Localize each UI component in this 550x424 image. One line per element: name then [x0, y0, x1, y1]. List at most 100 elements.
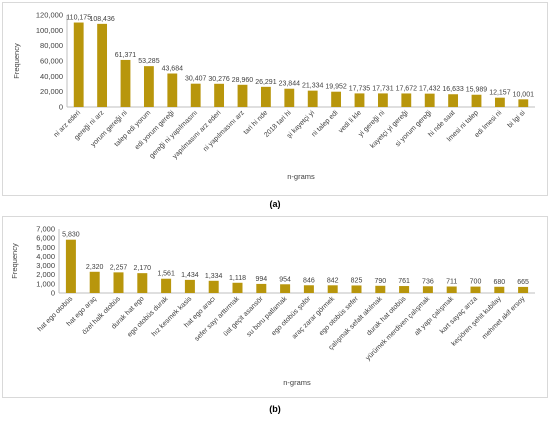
- bar: [494, 97, 505, 107]
- data-label: 15,989: [466, 87, 488, 94]
- y-tick-label: 7,000: [36, 225, 55, 234]
- data-label: 21,334: [302, 83, 324, 90]
- data-label: 10,001: [513, 91, 535, 98]
- bar: [161, 278, 172, 293]
- bar: [494, 286, 505, 293]
- data-label: 17,735: [349, 85, 371, 92]
- bar: [471, 94, 482, 107]
- caption-b: (b): [269, 404, 281, 414]
- data-label: 2,170: [134, 265, 152, 272]
- y-axis-label: Frequency: [12, 43, 21, 79]
- bar: [351, 285, 362, 293]
- bar: [208, 280, 219, 293]
- y-tick-label: 0: [51, 289, 55, 298]
- bar: [424, 93, 435, 107]
- bar: [303, 285, 314, 293]
- x-tick-label: su boru patlamak: [246, 295, 289, 338]
- bar: [331, 91, 342, 107]
- data-label: 1,561: [157, 271, 175, 278]
- bar: [113, 272, 124, 293]
- x-axis-label: n-grams: [287, 172, 315, 181]
- bar: [256, 283, 267, 293]
- data-label: 954: [279, 276, 291, 283]
- bar: [89, 271, 100, 293]
- data-label: 5,830: [62, 232, 80, 239]
- y-tick-label: 80,000: [40, 41, 63, 50]
- bar: [65, 239, 76, 293]
- caption-a: (a): [269, 199, 281, 209]
- y-tick-label: 60,000: [40, 57, 63, 66]
- bar: [97, 23, 108, 107]
- bar: [137, 273, 148, 293]
- y-tick-label: 3,000: [36, 261, 55, 270]
- data-label: 30,276: [208, 76, 230, 83]
- data-label: 43,684: [162, 66, 184, 73]
- bar: [354, 93, 365, 107]
- data-label: 846: [303, 277, 315, 284]
- y-tick-label: 20,000: [40, 87, 63, 96]
- data-label: 17,731: [372, 85, 394, 92]
- bar: [377, 93, 388, 107]
- y-tick-label: 100,000: [36, 26, 63, 35]
- bar: [232, 282, 243, 293]
- data-label: 30,407: [185, 76, 207, 83]
- bar: [470, 286, 481, 293]
- data-label: 761: [398, 278, 410, 285]
- chart-panel-a: 0 20,000 40,000 60,000 80,000 100,000 120,000 F…: [2, 2, 548, 196]
- bar: [190, 83, 201, 107]
- data-label: 1,434: [181, 272, 199, 279]
- bar: [422, 286, 433, 293]
- bar: [184, 279, 195, 293]
- bar: [284, 88, 295, 107]
- y-axis-label: Frequency: [10, 243, 19, 279]
- data-label: 842: [327, 277, 339, 284]
- data-label: 16,633: [442, 86, 464, 93]
- data-label: 825: [351, 277, 363, 284]
- bar: [518, 99, 529, 107]
- bar: [307, 90, 318, 107]
- data-label: 736: [422, 278, 434, 285]
- y-tick-label: 6,000: [36, 234, 55, 243]
- x-tick-label: mehmet akif ersoy: [481, 295, 527, 341]
- bar: [375, 285, 386, 293]
- data-label: 19,952: [325, 84, 347, 91]
- y-tick-label: 4,000: [36, 252, 55, 261]
- data-label: 61,371: [115, 52, 137, 59]
- bar: [327, 285, 338, 293]
- x-tick-label: bi lgi si: [507, 109, 527, 129]
- data-label: 2,320: [86, 264, 104, 271]
- bar: [120, 59, 131, 107]
- bar: [143, 66, 154, 107]
- bar: [446, 286, 457, 293]
- bar: [237, 84, 248, 107]
- bar: [280, 284, 291, 293]
- chart-panel-b: 0 1,000 2,000 3,000 4,000 5,000 6,000 7,000 Freq…: [2, 216, 548, 398]
- data-label: 1,334: [205, 273, 223, 280]
- y-tick-label: 120,000: [36, 11, 63, 20]
- bar-chart-a: 0 20,000 40,000 60,000 80,000 100,000 120,000 F…: [12, 11, 535, 181]
- bar: [401, 93, 412, 107]
- data-label: 700: [470, 279, 482, 286]
- bar: [73, 22, 84, 107]
- data-label: 17,432: [419, 86, 441, 93]
- bar: [448, 94, 459, 107]
- bar: [260, 86, 271, 107]
- x-tick-label: sefer sayı arttırmak: [194, 295, 242, 343]
- y-tick-label: 1,000: [36, 279, 55, 288]
- y-tick-label: 2,000: [36, 270, 55, 279]
- data-label: 680: [493, 279, 505, 286]
- bar: [399, 286, 410, 293]
- data-label: 1,118: [229, 275, 246, 282]
- x-tick-label: ego otobüs durak: [126, 295, 170, 339]
- data-label: 17,672: [396, 85, 418, 92]
- data-label: 994: [255, 276, 267, 283]
- y-tick-label: 0: [59, 103, 63, 112]
- data-label: 23,844: [279, 81, 301, 88]
- x-tick-label: ni yapılmasını arz: [202, 109, 246, 153]
- bar: [214, 83, 225, 107]
- data-label: 2,257: [110, 264, 128, 271]
- data-label: 26,291: [255, 79, 277, 86]
- data-label: 108,436: [89, 16, 114, 23]
- data-label: 665: [517, 279, 529, 286]
